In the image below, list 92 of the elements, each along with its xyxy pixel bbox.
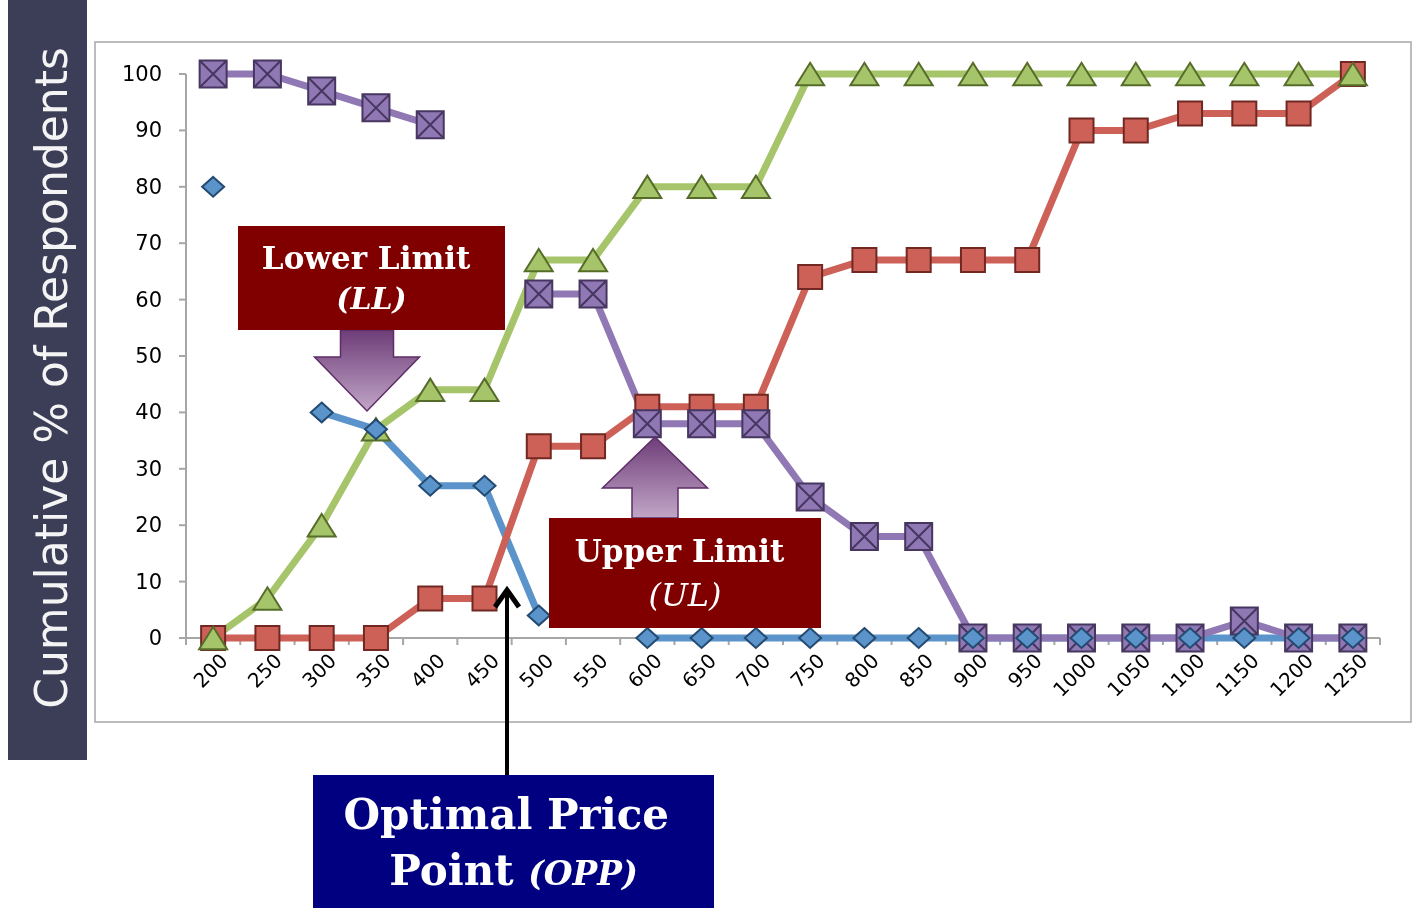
point xyxy=(472,474,497,497)
point xyxy=(1175,61,1206,87)
point xyxy=(957,61,988,87)
point xyxy=(635,627,660,649)
y-axis-title: Cumulative % of Respondents xyxy=(26,47,77,709)
x-tick-label: 700 xyxy=(731,648,776,693)
y-tick-label: 100 xyxy=(121,62,162,86)
point xyxy=(849,61,880,87)
point xyxy=(415,110,445,140)
y-tick-label: 50 xyxy=(135,344,162,368)
point xyxy=(686,174,717,199)
point xyxy=(1014,247,1041,274)
point xyxy=(795,482,825,512)
x-tick-label: 400 xyxy=(405,648,450,693)
x-tick-label: 750 xyxy=(785,648,830,693)
annotation: Upper Limit (UL) xyxy=(574,533,786,615)
y-tick-label: 60 xyxy=(135,287,162,312)
point xyxy=(524,279,554,309)
x-tick-label: 350 xyxy=(351,648,396,693)
point xyxy=(526,604,551,627)
y-tick-label: 40 xyxy=(135,400,162,425)
y-tick-label: 70 xyxy=(135,231,162,256)
point xyxy=(903,61,934,87)
point xyxy=(905,247,932,274)
point xyxy=(580,433,607,460)
point xyxy=(1120,61,1151,87)
point xyxy=(1232,627,1257,649)
point xyxy=(415,377,446,403)
point xyxy=(852,627,877,649)
x-tick-label: 950 xyxy=(1002,648,1047,693)
point xyxy=(959,247,986,274)
point xyxy=(740,174,771,199)
point xyxy=(1231,100,1258,127)
point xyxy=(1177,100,1204,127)
point xyxy=(906,627,931,649)
point xyxy=(795,61,826,87)
x-tick-label: 850 xyxy=(894,648,939,693)
point xyxy=(849,521,879,551)
point xyxy=(687,409,717,439)
point xyxy=(1012,61,1043,87)
point xyxy=(904,521,934,551)
x-tick-label: 650 xyxy=(677,648,722,693)
x-tick-label: 900 xyxy=(948,648,993,693)
point xyxy=(201,175,226,198)
point xyxy=(1285,100,1312,127)
point xyxy=(252,59,282,89)
y-tick-label: 20 xyxy=(135,513,162,538)
point xyxy=(523,247,554,273)
text: Optimal Price Point (OPP) xyxy=(343,789,669,895)
x-tick-label: 600 xyxy=(622,648,667,693)
point xyxy=(798,627,823,649)
point xyxy=(198,59,228,89)
point xyxy=(743,627,768,649)
point xyxy=(471,585,498,612)
point xyxy=(1283,61,1314,87)
y-tick-label: 80 xyxy=(135,174,162,199)
point xyxy=(306,513,337,538)
x-tick-label: 550 xyxy=(568,648,613,693)
point xyxy=(308,625,335,651)
point xyxy=(632,409,662,439)
point xyxy=(689,627,714,649)
point xyxy=(1122,117,1149,144)
point xyxy=(851,247,878,274)
point xyxy=(1066,61,1097,87)
point xyxy=(797,264,824,291)
y-tick-label: 30 xyxy=(135,456,162,481)
x-tick-label: 300 xyxy=(297,648,342,693)
x-tick-label: 450 xyxy=(460,648,504,693)
point xyxy=(309,401,334,424)
point xyxy=(741,409,771,439)
annotation: Lower Limit (LL) xyxy=(261,240,472,317)
point xyxy=(362,625,389,651)
y-tick-label: 0 xyxy=(148,626,162,650)
point xyxy=(469,377,500,403)
point xyxy=(307,76,337,106)
x-tick-label: 250 xyxy=(242,648,287,693)
point xyxy=(1229,61,1260,87)
point xyxy=(417,585,444,612)
x-tick-label: 500 xyxy=(514,648,559,693)
point xyxy=(252,586,283,611)
x-tick-label: 800 xyxy=(839,648,884,693)
point xyxy=(632,174,663,199)
point xyxy=(1068,117,1095,144)
point xyxy=(418,474,443,497)
point xyxy=(578,279,608,309)
point xyxy=(525,433,552,460)
y-tick-label: 90 xyxy=(135,118,162,143)
point xyxy=(578,247,609,273)
point xyxy=(361,93,391,123)
point xyxy=(254,625,281,651)
x-tick-label: 200 xyxy=(188,648,233,693)
y-tick-label: 10 xyxy=(135,569,162,594)
